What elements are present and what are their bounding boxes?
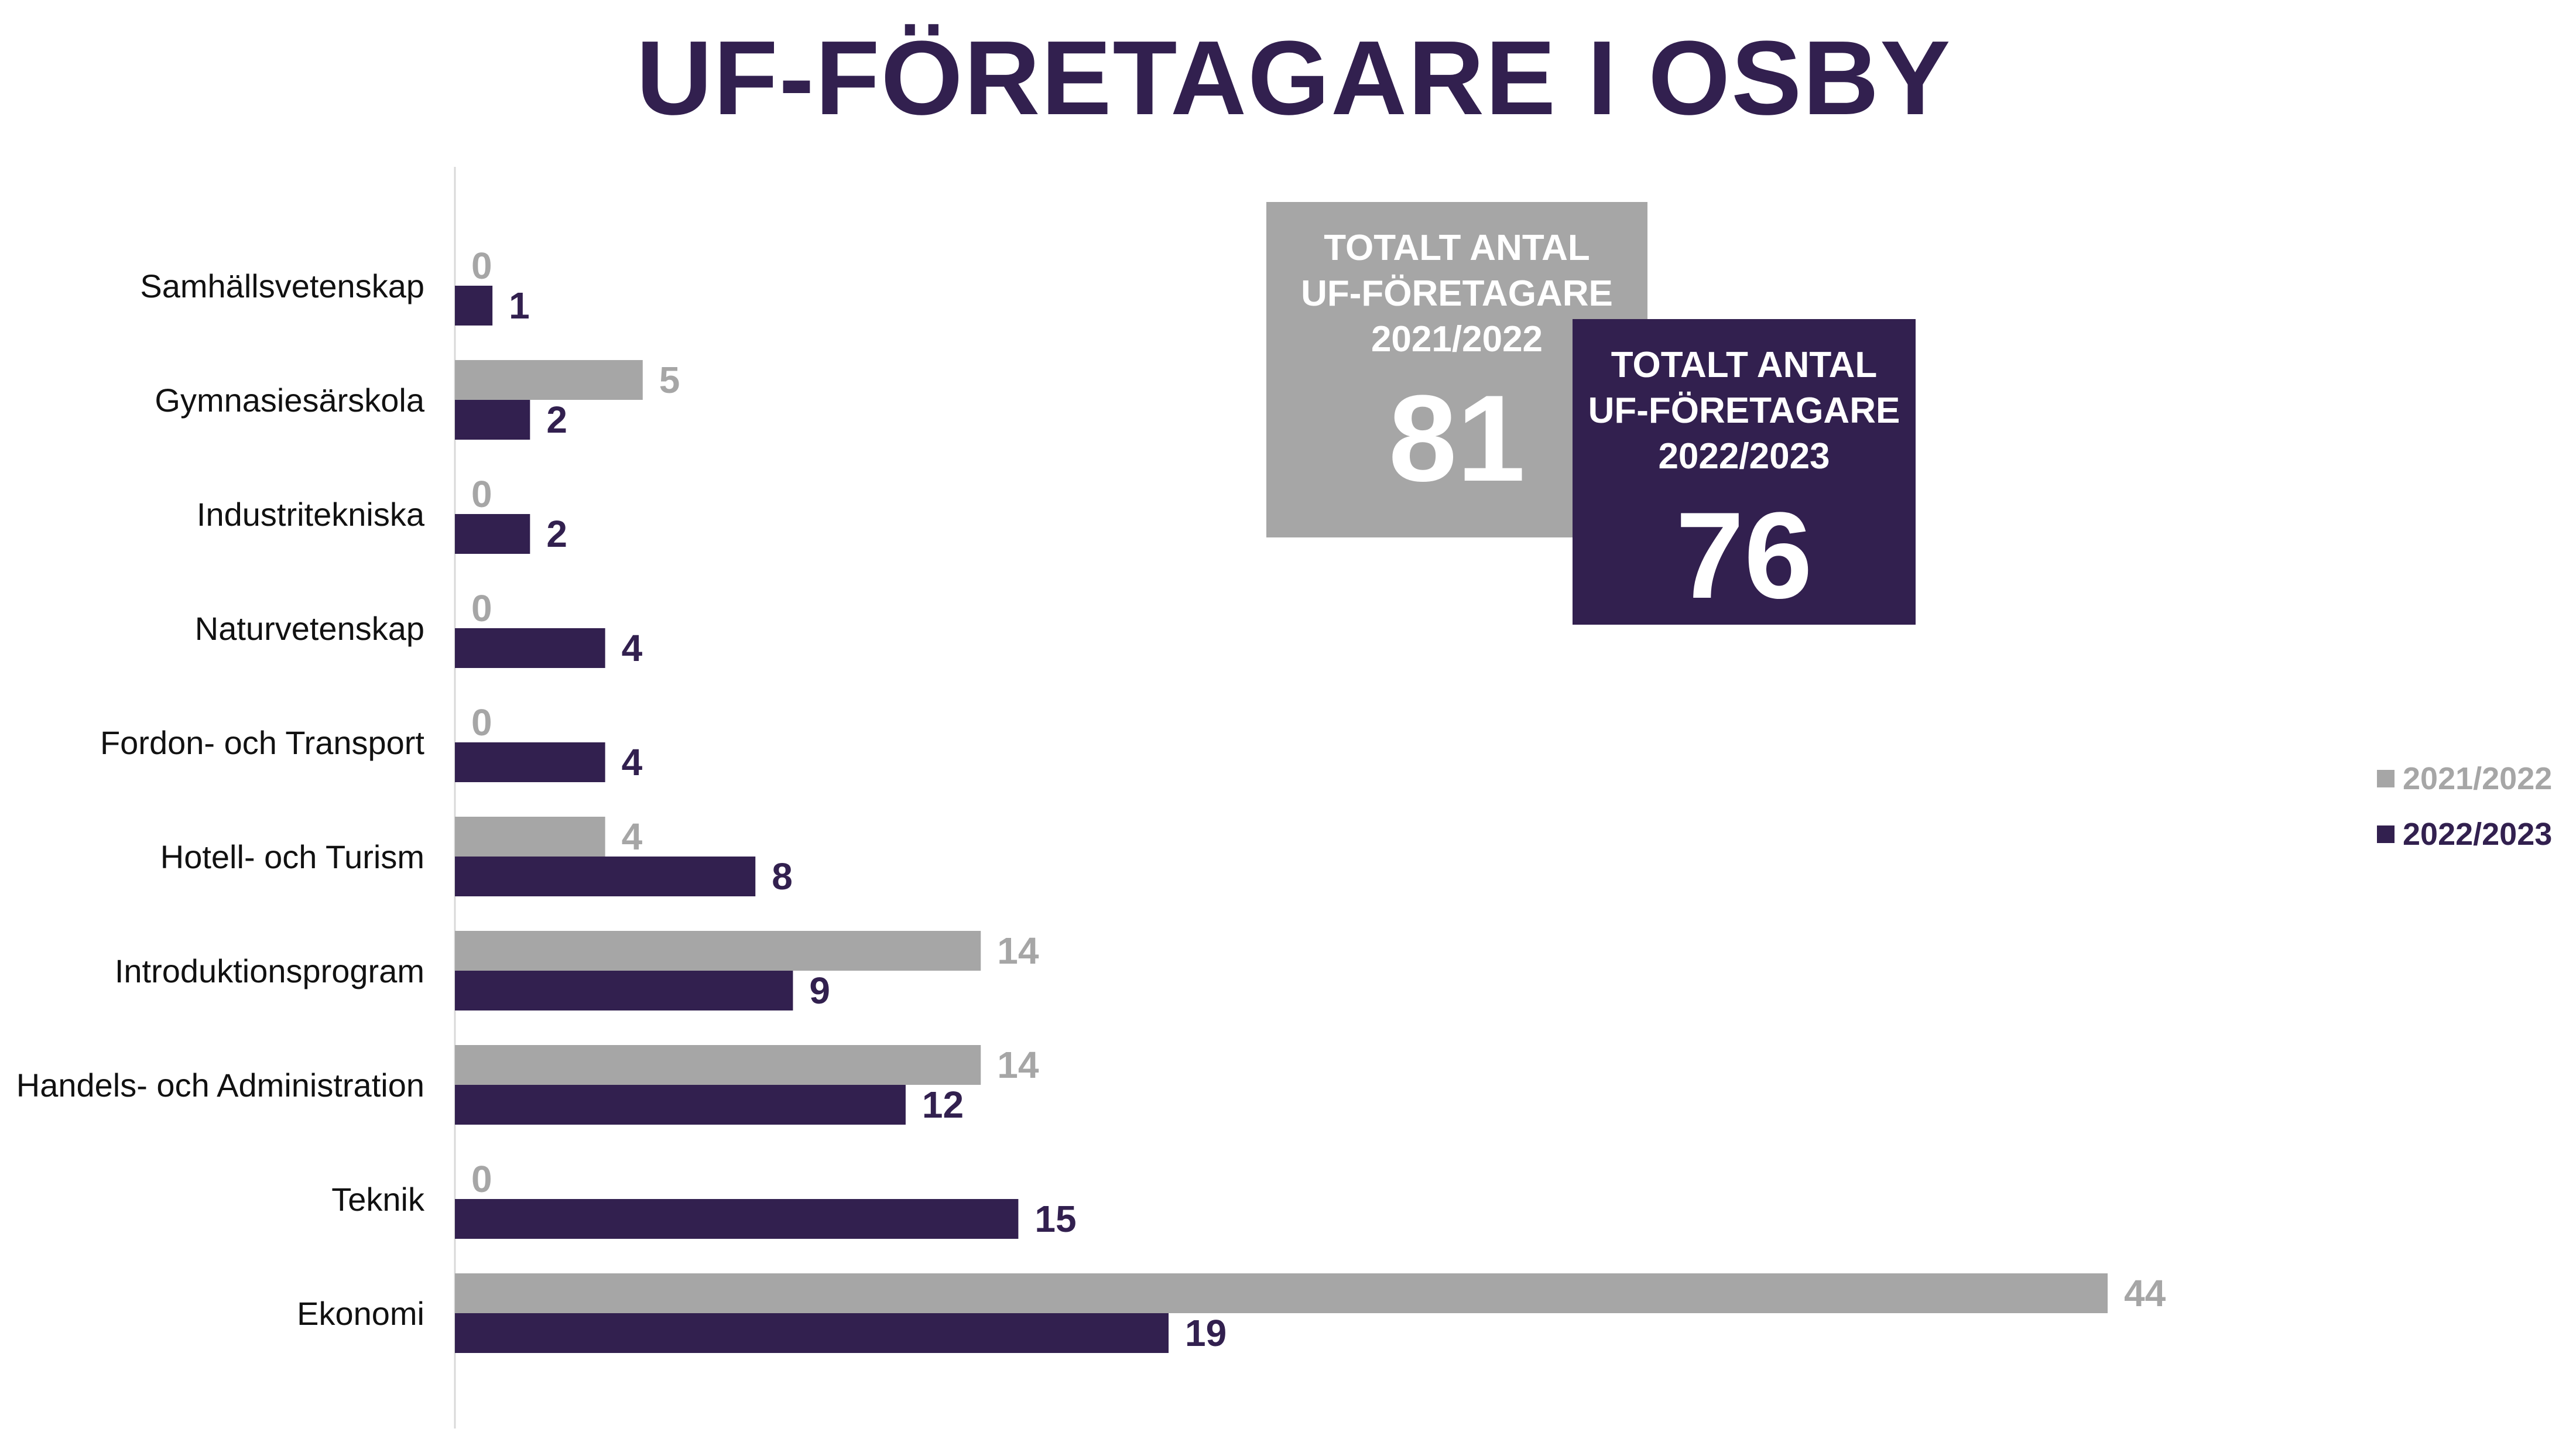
bar-2022-2023 [455,742,605,782]
data-label: 4 [622,741,643,783]
bar-2022-2023 [455,514,530,554]
total-value: 81 [1388,369,1526,507]
data-label: 14 [997,1044,1039,1086]
legend-swatch [2377,825,2395,843]
data-label: 0 [471,245,492,287]
data-label: 4 [622,627,643,669]
total-value: 76 [1676,487,1813,624]
bar-2022-2023 [455,1313,1169,1353]
bar-2022-2023 [455,1085,906,1125]
category-label: Naturvetenskap [195,610,424,647]
data-label: 9 [809,970,830,1012]
data-label: 2 [546,513,567,555]
data-label: 14 [997,930,1039,972]
data-label: 19 [1185,1312,1227,1354]
data-label: 0 [471,1158,492,1200]
total-heading-line: UF-FÖRETAGARE [1588,390,1900,431]
legend-item: 2022/2023 [2377,806,2552,862]
legend-label: 2022/2023 [2403,816,2553,852]
data-label: 4 [622,816,643,858]
legend-swatch [2377,769,2395,787]
total-heading-line: 2022/2023 [1658,436,1830,477]
bar-2022-2023 [455,286,493,326]
bar-2022-2023 [455,400,530,440]
bar-2022-2023 [455,857,756,896]
category-label: Teknik [331,1181,425,1218]
data-label: 0 [471,701,492,744]
category-label: Samhällsvetenskap [140,268,424,304]
data-label: 8 [772,855,793,898]
category-label: Gymnasiesärskola [155,382,424,419]
data-label: 0 [471,587,492,629]
category-label: Hotell- och Turism [160,838,424,875]
total-heading-line: UF-FÖRETAGARE [1301,273,1613,314]
data-label: 5 [659,359,680,401]
category-label: Industritekniska [197,496,425,533]
data-label: 44 [2124,1272,2166,1314]
total-heading-line: TOTALT ANTAL [1611,345,1878,385]
bar-2022-2023 [455,628,605,668]
bar-2021-2022 [455,817,605,857]
legend-item: 2021/2022 [2377,751,2552,806]
bar-2022-2023 [455,1199,1019,1239]
bar-2021-2022 [455,1273,2108,1313]
data-label: 15 [1034,1198,1076,1240]
data-label: 12 [922,1084,964,1126]
bar-2021-2022 [455,360,643,400]
total-heading-line: TOTALT ANTAL [1324,228,1590,268]
legend-label: 2021/2022 [2403,761,2553,796]
category-label: Ekonomi [297,1295,424,1332]
legend: 2021/2022 2022/2023 [2377,751,2552,862]
data-label: 1 [509,285,530,327]
total-heading-line: 2021/2022 [1371,319,1543,359]
bar-2021-2022 [455,1045,981,1085]
category-label: Fordon- och Transport [100,724,424,761]
total-box-2022-2023: TOTALT ANTAL UF-FÖRETAGARE 2022/2023 76 [1573,319,1916,625]
chart-title: UF-FÖRETAGARE I OSBY [636,19,1952,137]
category-label: Introduktionsprogram [115,953,424,989]
bar-2021-2022 [455,931,981,971]
bar-2022-2023 [455,971,793,1010]
data-label: 0 [471,473,492,515]
data-label: 2 [546,399,567,441]
category-label: Handels- och Administration [16,1067,424,1104]
